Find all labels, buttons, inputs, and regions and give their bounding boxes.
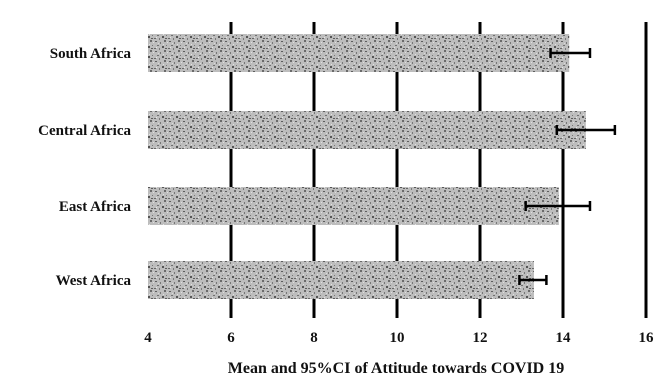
category-labels: South Africa Central Africa East Africa Wes… [38, 46, 131, 289]
bar-west-africa [148, 261, 534, 299]
x-tick-label-8: 8 [310, 330, 318, 346]
error-bar-south-africa [549, 48, 592, 58]
error-bar-west-africa [518, 275, 548, 285]
x-tick-label-12: 12 [473, 330, 488, 346]
x-tick-label-4: 4 [144, 330, 152, 346]
error-bars [518, 48, 617, 285]
category-label-central-africa: Central Africa [38, 123, 131, 139]
x-tick-labels: 4 6 8 10 12 14 16 [144, 330, 654, 346]
category-label-south-africa: South Africa [50, 46, 132, 62]
x-tick-label-10: 10 [390, 330, 405, 346]
bar-central-africa [148, 111, 586, 149]
bars [148, 34, 586, 299]
bar-east-africa [148, 187, 559, 225]
bar-south-africa [148, 34, 570, 72]
x-tick-label-6: 6 [227, 330, 235, 346]
x-tick-label-16: 16 [639, 330, 655, 346]
error-bar-central-africa [555, 125, 617, 135]
category-label-west-africa: West Africa [56, 273, 132, 289]
x-axis-title: Mean and 95%CI of Attitude towards COVID… [228, 360, 564, 377]
x-tick-label-14: 14 [556, 330, 572, 346]
error-bar-east-africa [524, 201, 592, 211]
category-label-east-africa: East Africa [59, 199, 132, 215]
